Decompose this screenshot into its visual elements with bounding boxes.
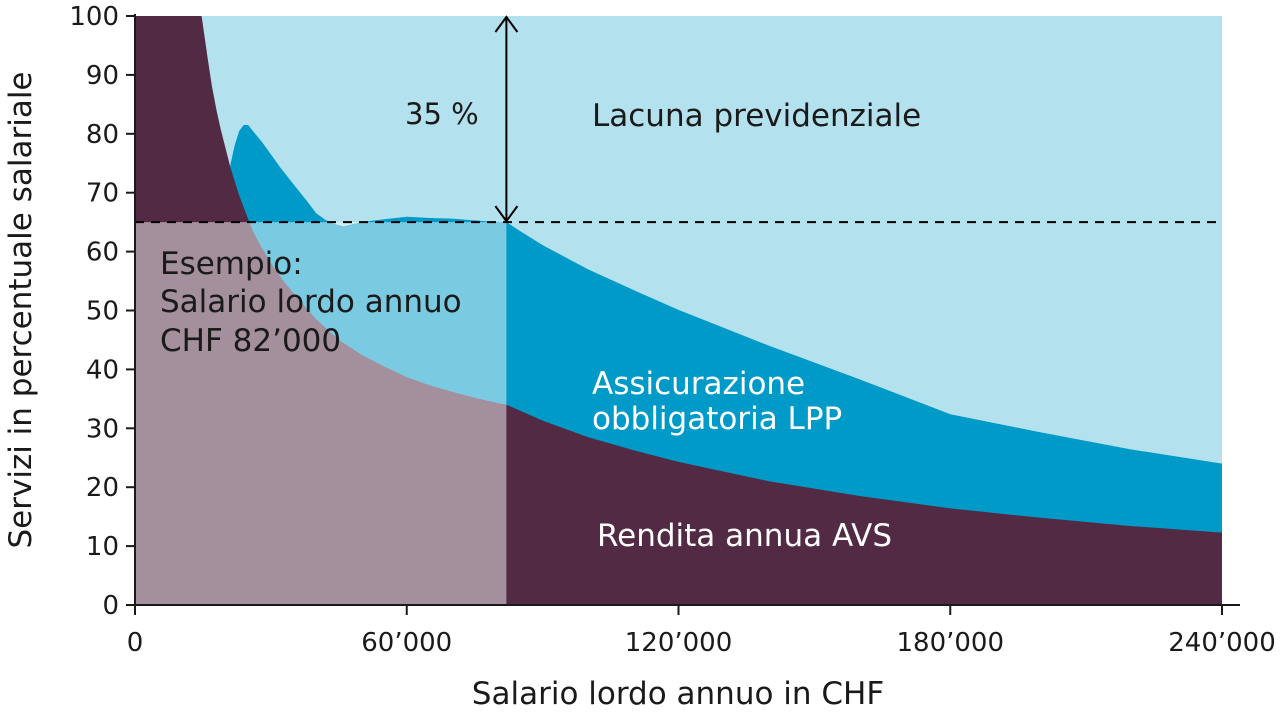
y-tick-label: 30 [86,414,119,444]
lpp-label-line1: Assicurazione [592,366,805,402]
gap-arrow-head-bottom [494,205,519,223]
annotations: Lacuna previdenziale Assicurazione obbli… [160,97,921,554]
example-label-line3: CHF 82’000 [160,323,341,359]
lpp-label-line2: obbligatoria LPP [592,401,842,437]
gap-label: Lacuna previdenziale [592,98,921,134]
avs-label: Rendita annua AVS [597,518,892,554]
example-overlay-group [135,15,1222,605]
example-overlay [135,222,507,605]
y-tick-label: 0 [102,591,119,621]
y-tick-label: 80 [86,120,119,150]
y-tick-label: 70 [86,179,119,209]
plot-areas [135,16,1223,605]
y-tick-label: 50 [86,297,119,327]
y-tick-label: 100 [69,2,119,32]
y-tick-label: 10 [86,532,119,562]
x-tick-label: 120’000 [625,628,733,658]
y-tick-label: 60 [86,238,119,268]
x-tick-label: 240’000 [1168,628,1276,658]
x-axis-title: Salario lordo annuo in CHF [472,676,884,712]
example-label-line1: Esempio: [160,246,303,282]
gap-percentage-label: 35 % [405,97,479,131]
x-tick-label: 0 [127,628,144,658]
example-label-line2: Salario lordo annuo [160,284,462,320]
x-tick-label: 180’000 [896,628,1004,658]
y-tick-label: 20 [86,473,119,503]
y-tick-label: 90 [86,61,119,91]
x-tick-label: 60’000 [361,628,452,658]
y-axis-title: Servizi in percentuale salariale [3,71,39,548]
axes: 0 10 20 30 40 50 60 70 80 90 100 0 60’000 120’000 180’… [69,2,1275,658]
avs-area [135,16,1222,605]
gap-arrow-head-top [494,15,519,33]
y-tick-label: 40 [86,355,119,385]
